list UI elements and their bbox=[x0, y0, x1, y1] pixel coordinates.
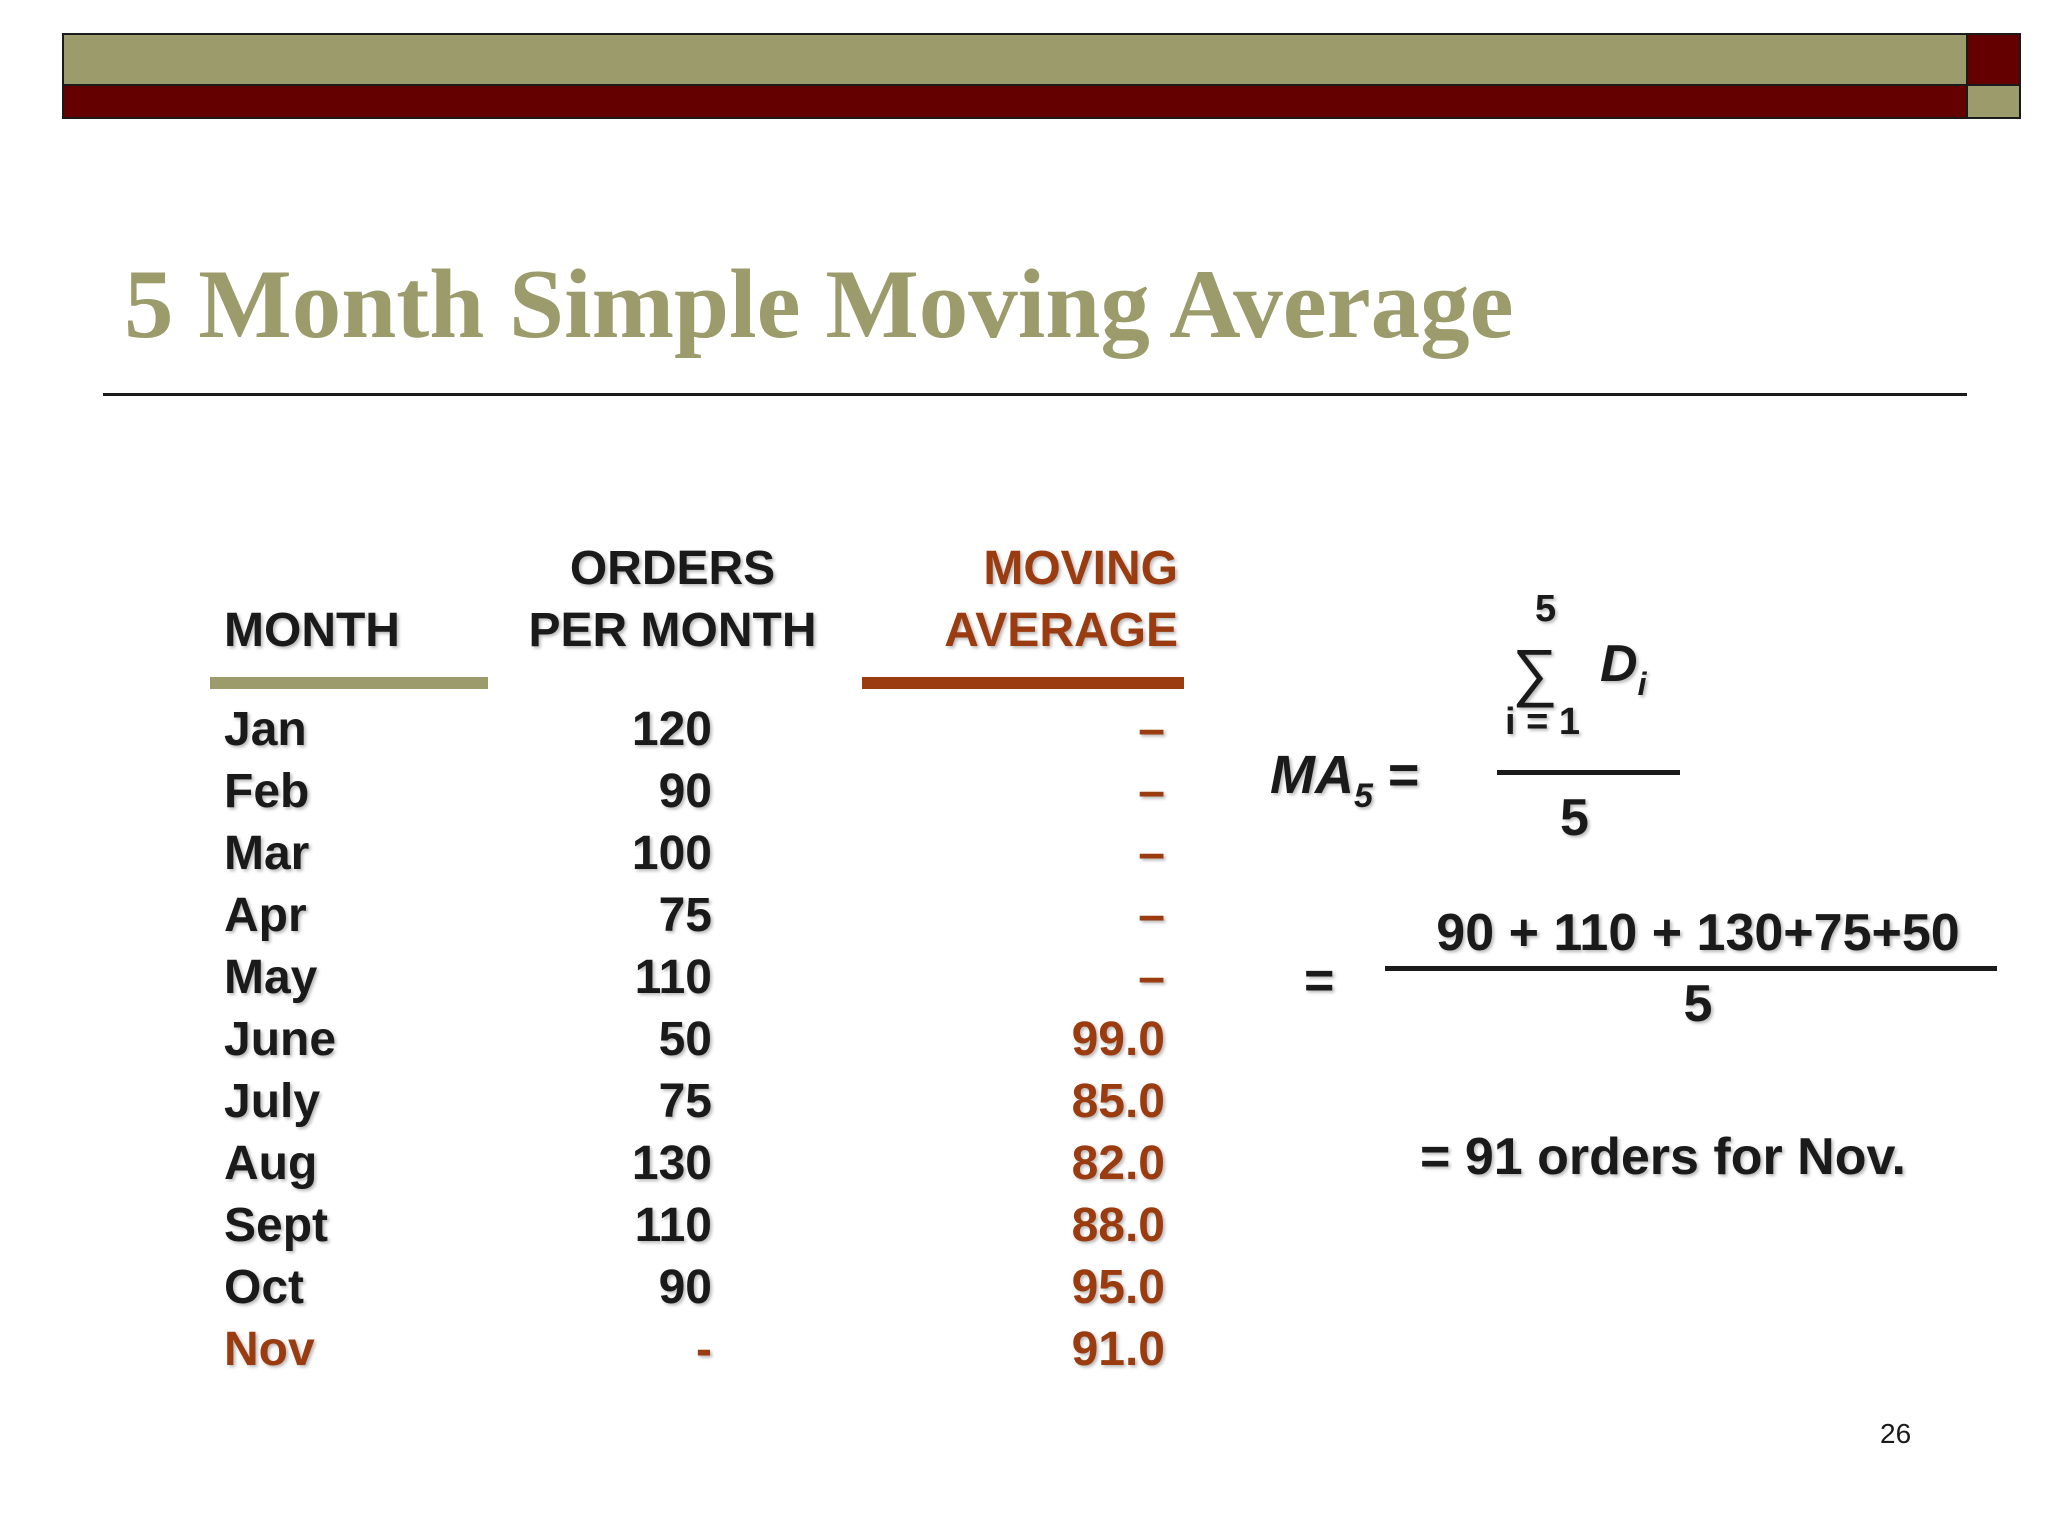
formula-ma-label: MA5 = bbox=[1270, 745, 1420, 813]
calculation-numerator: 90 + 110 + 130+75+50 bbox=[1436, 904, 1960, 962]
orders-cell: 50 bbox=[658, 1013, 712, 1066]
month-cell: Sept bbox=[224, 1199, 329, 1252]
month-header-rule bbox=[210, 677, 488, 689]
month-cell: Oct bbox=[224, 1261, 305, 1314]
header-month: MONTH bbox=[224, 604, 400, 657]
moving-average-cell: – bbox=[1138, 889, 1165, 942]
ma-subscript: 5 bbox=[1353, 777, 1373, 815]
fraction-bar bbox=[1497, 770, 1680, 775]
month-cell: June bbox=[224, 1013, 337, 1066]
ma-equals: = bbox=[1387, 745, 1420, 805]
orders-cell: 120 bbox=[631, 703, 712, 756]
fraction-denominator: 5 bbox=[1560, 789, 1589, 847]
calculation-denominator: 5 bbox=[1683, 975, 1713, 1033]
orders-cell: 130 bbox=[631, 1137, 712, 1190]
moving-average-cell: 99.0 bbox=[1071, 1013, 1165, 1066]
header-ma-line2: AVERAGE bbox=[944, 604, 1178, 657]
month-cell: Jan bbox=[224, 703, 307, 756]
header-bar-red bbox=[62, 86, 1966, 119]
demand-subscript: i bbox=[1637, 666, 1647, 702]
moving-average-cell: – bbox=[1138, 827, 1165, 880]
orders-cell: 90 bbox=[658, 1261, 712, 1314]
moving-average-header-rule bbox=[862, 677, 1184, 689]
summation-lower-limit: i = 1 bbox=[1505, 701, 1580, 743]
header-ma-line1: MOVING bbox=[983, 542, 1178, 595]
orders-cell: 100 bbox=[631, 827, 712, 880]
orders-cell: - bbox=[696, 1323, 712, 1376]
month-cell: Apr bbox=[224, 889, 307, 942]
calculation-fraction-bar bbox=[1385, 966, 1997, 971]
orders-cell: 90 bbox=[658, 765, 712, 818]
moving-average-cell: 82.0 bbox=[1071, 1137, 1165, 1190]
orders-cell: 110 bbox=[634, 951, 712, 1004]
header-square-olive bbox=[1966, 86, 2021, 119]
ma-symbol: MA bbox=[1270, 745, 1354, 805]
forecast-result: = 91 orders for Nov. bbox=[1420, 1128, 1906, 1186]
month-cell: July bbox=[224, 1075, 321, 1128]
moving-average-cell: – bbox=[1138, 703, 1165, 756]
title-divider bbox=[103, 393, 1967, 396]
moving-average-cell: 91.0 bbox=[1071, 1323, 1165, 1376]
moving-average-cell: 85.0 bbox=[1071, 1075, 1165, 1128]
page-number: 26 bbox=[1880, 1418, 1912, 1449]
orders-cell: 75 bbox=[658, 1075, 712, 1128]
month-cell: May bbox=[224, 951, 318, 1004]
header-square-red bbox=[1966, 33, 2021, 86]
second-equals: = bbox=[1304, 952, 1335, 1010]
summation-variable: Di bbox=[1600, 635, 1646, 700]
moving-average-cell: 88.0 bbox=[1071, 1199, 1165, 1252]
month-cell: Nov bbox=[224, 1323, 315, 1376]
month-cell: Mar bbox=[224, 827, 310, 880]
month-cell: Aug bbox=[224, 1137, 318, 1190]
moving-average-cell: – bbox=[1138, 765, 1165, 818]
header-orders-line2: PER MONTH bbox=[528, 604, 817, 657]
slide-title: 5 Month Simple Moving Average bbox=[124, 250, 1514, 359]
header-orders-line1: ORDERS bbox=[569, 542, 776, 595]
summation-upper-limit: 5 bbox=[1535, 588, 1557, 630]
moving-average-cell: 95.0 bbox=[1071, 1261, 1165, 1314]
summation-icon: ∑ bbox=[1512, 636, 1558, 708]
header-bar-olive bbox=[62, 33, 1966, 86]
month-cell: Feb bbox=[224, 765, 310, 818]
moving-average-cell: – bbox=[1138, 951, 1165, 1004]
demand-symbol: D bbox=[1600, 635, 1638, 693]
orders-cell: 110 bbox=[634, 1199, 712, 1252]
orders-cell: 75 bbox=[658, 889, 712, 942]
